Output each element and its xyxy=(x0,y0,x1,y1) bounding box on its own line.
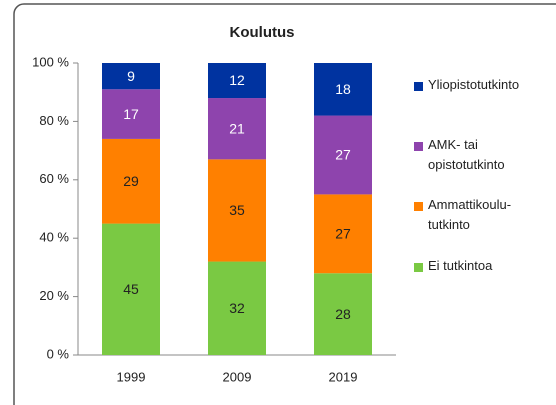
data-label: 18 xyxy=(335,81,351,97)
x-tick-label: 2019 xyxy=(329,369,358,384)
bar-segment xyxy=(314,115,372,195)
legend-swatch xyxy=(414,142,423,151)
y-tick-label: 60 % xyxy=(39,171,69,186)
bar-segment xyxy=(314,63,372,116)
legend-item: Yliopistotutkinto xyxy=(414,77,556,95)
data-label: 12 xyxy=(229,72,245,88)
legend-swatch xyxy=(414,202,423,211)
data-label: 9 xyxy=(127,68,135,84)
data-label: 28 xyxy=(335,306,351,322)
y-tick-label: 20 % xyxy=(39,288,69,303)
bar-segment xyxy=(314,273,372,355)
legend-swatch xyxy=(414,82,423,91)
bar-segment xyxy=(102,63,160,90)
data-label: 32 xyxy=(229,300,245,316)
legend-swatch xyxy=(414,263,423,272)
bar-segment xyxy=(208,261,266,355)
bar-segment xyxy=(208,98,266,160)
data-label: 27 xyxy=(335,147,351,163)
bar-segment xyxy=(208,63,266,99)
data-label: 21 xyxy=(229,120,245,136)
legend-item: AMK- tai opistotutkinto xyxy=(414,137,556,175)
legend-label: Ammattikoulu-tutkinto xyxy=(428,197,512,232)
legend-item: Ei tutkintoa xyxy=(414,258,556,276)
data-label: 35 xyxy=(229,202,245,218)
y-tick-label: 0 % xyxy=(47,346,70,361)
legend-label: AMK- tai opistotutkinto xyxy=(428,137,505,172)
legend-item: Ammattikoulu-tutkinto xyxy=(414,197,556,235)
x-tick-label: 2009 xyxy=(223,369,252,384)
x-tick-label: 1999 xyxy=(117,369,146,384)
bar-segment xyxy=(102,223,160,355)
data-label: 45 xyxy=(123,281,139,297)
y-tick-label: 80 % xyxy=(39,113,69,128)
bar-segment xyxy=(102,138,160,224)
chart-title: Koulutus xyxy=(230,24,295,41)
data-label: 27 xyxy=(335,226,351,242)
bar-segment xyxy=(208,159,266,262)
y-tick-label: 100 % xyxy=(32,54,69,69)
data-label: 17 xyxy=(123,106,139,122)
bar-segment xyxy=(314,194,372,274)
bar-segment xyxy=(102,89,160,139)
legend-label: Ei tutkintoa xyxy=(428,258,493,273)
data-label: 29 xyxy=(123,173,139,189)
legend-label: Yliopistotutkinto xyxy=(428,77,520,92)
y-tick-label: 40 % xyxy=(39,230,69,245)
